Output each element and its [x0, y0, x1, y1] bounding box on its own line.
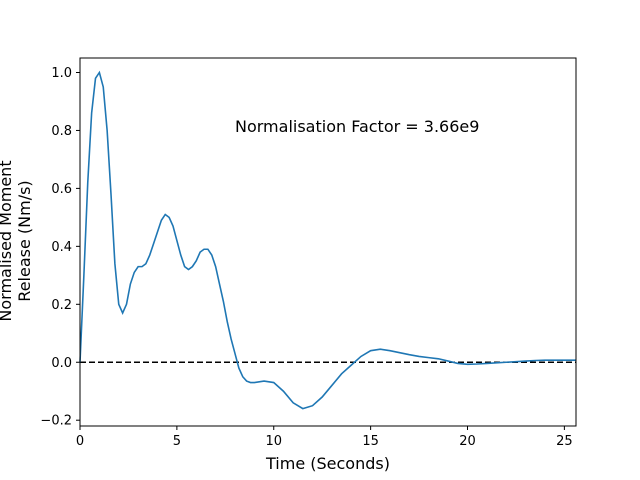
y-axis-label: Normalised Moment Release (Nm/s): [0, 160, 34, 321]
y-tick-label: 0.2: [51, 298, 72, 313]
x-tick-label: 25: [556, 434, 573, 449]
x-tick-label: 5: [173, 434, 181, 449]
x-tick-label: 15: [362, 434, 379, 449]
y-axis-ticks: −0.2 0.0 0.2 0.4 0.6 0.8 1.0: [40, 66, 80, 429]
y-tick-label: −0.2: [40, 414, 72, 429]
y-axis-label-line-2: Release (Nm/s): [15, 180, 34, 301]
plot-area-frame: [79, 57, 577, 427]
x-tick-label: 10: [265, 434, 282, 449]
y-axis-label-line-1: Normalised Moment: [0, 160, 15, 321]
chart-marks: [79, 70, 576, 410]
x-tick-label: 0: [76, 434, 84, 449]
x-axis-label: Time (Seconds): [265, 454, 390, 473]
y-tick-label: 0.6: [51, 182, 72, 197]
y-tick-label: 0.8: [51, 124, 72, 139]
y-tick-label: 0.0: [51, 356, 72, 371]
x-axis-ticks: 0 5 10 15 20 25: [76, 426, 573, 449]
series-line: [79, 70, 576, 410]
y-tick-label: 1.0: [51, 66, 72, 81]
normalisation-annotation: Normalisation Factor = 3.66e9: [235, 117, 479, 136]
x-tick-label: 20: [459, 434, 476, 449]
y-tick-label: 0.4: [51, 240, 72, 255]
